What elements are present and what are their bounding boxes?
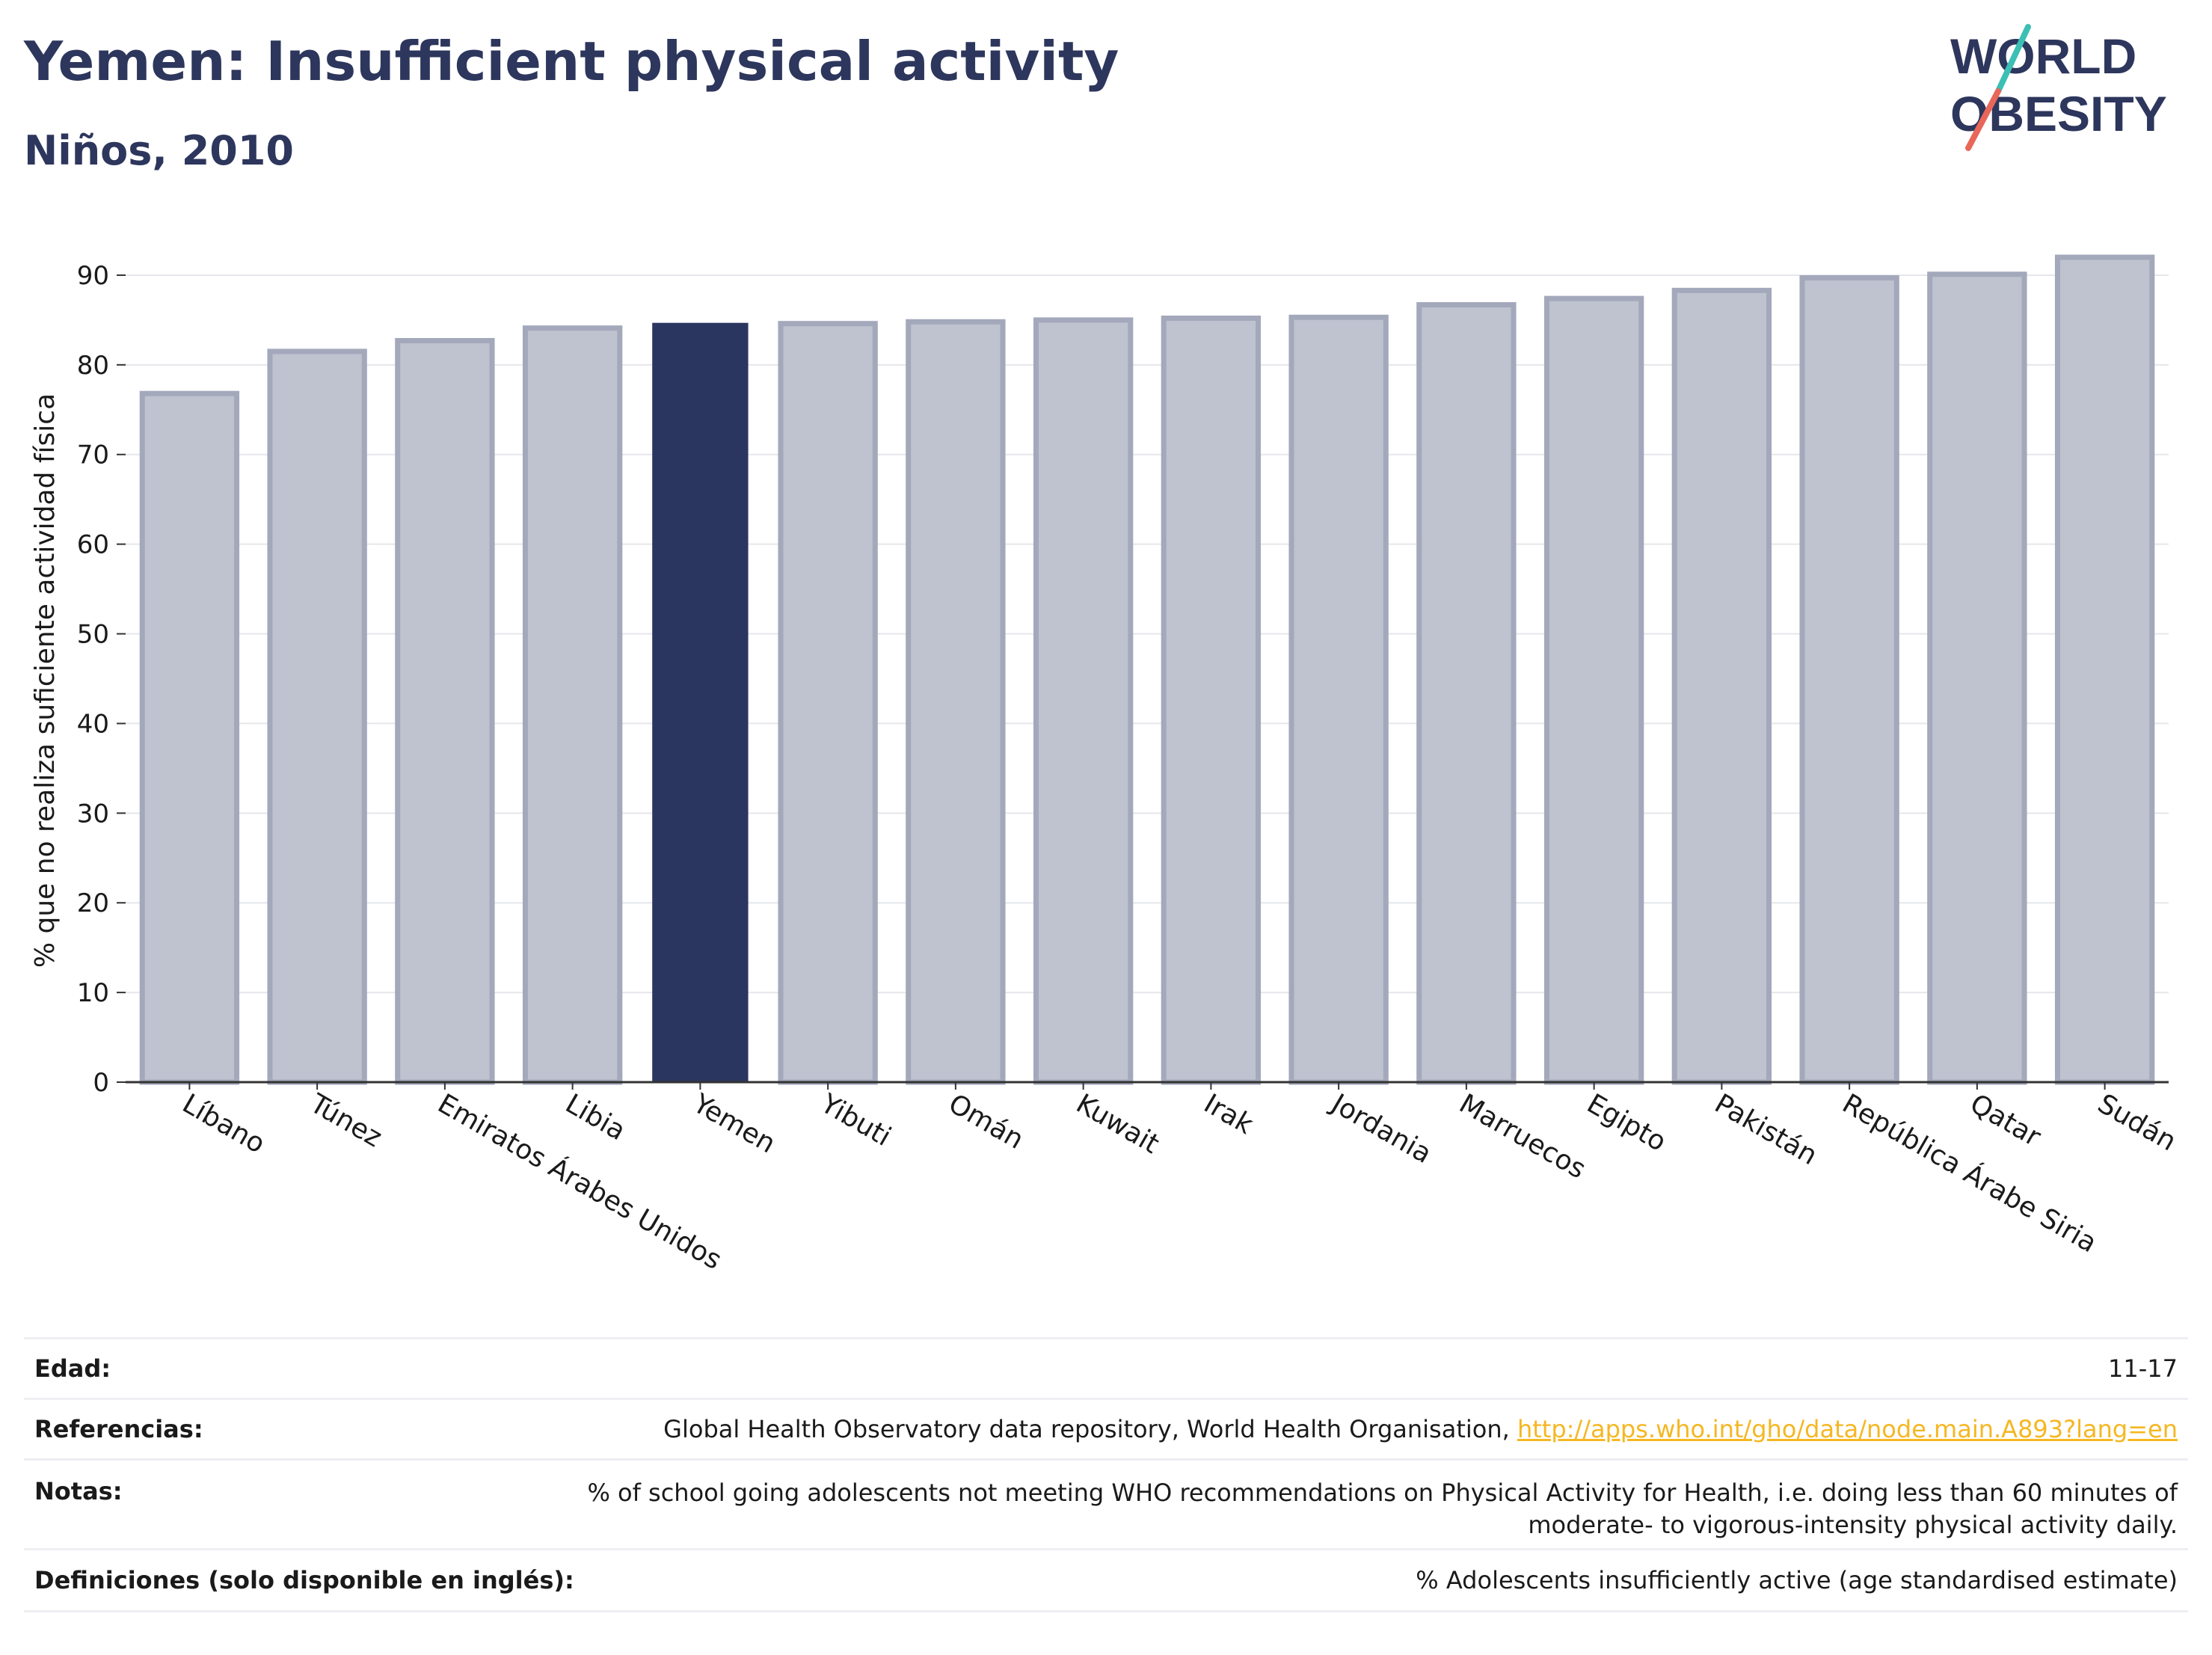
x-tick-label: Sudán <box>2092 1088 2181 1157</box>
metadata-table: Edad: 11-17 Referencias: Global Health O… <box>24 1337 2188 1612</box>
y-axis-label: % que no realiza suficiente actividad fí… <box>30 393 61 968</box>
y-tick-label: 20 <box>77 888 109 918</box>
bar-libia <box>522 325 623 1085</box>
bar-república-árabe-siria <box>1799 275 1899 1085</box>
page-subtitle: Niños, 2010 <box>24 127 294 174</box>
bar-yemen <box>652 322 749 1083</box>
x-tick-label: Kuwait <box>1071 1088 1164 1160</box>
bar-qatar <box>1927 271 2027 1085</box>
meta-row-notes: Notas: % of school going adolescents not… <box>24 1458 2188 1548</box>
meta-row-definitions: Definiciones (solo disponible en inglés)… <box>24 1548 2188 1612</box>
logo-slash-teal <box>1995 24 2031 94</box>
y-tick-label: 10 <box>77 978 109 1008</box>
references-text: Global Health Observatory data repositor… <box>663 1414 1517 1443</box>
logo-line1: WORLD <box>1950 28 2136 84</box>
meta-label-references: Referencias: <box>34 1415 203 1443</box>
references-link[interactable]: http://apps.who.int/gho/data/node.main.A… <box>1517 1414 2178 1443</box>
y-tick-label: 50 <box>77 620 109 650</box>
bar-jordania <box>1288 314 1389 1085</box>
x-tick-label: Libia <box>560 1088 630 1146</box>
x-tick-label: Yibuti <box>815 1088 896 1152</box>
bar-sudán <box>2054 254 2155 1085</box>
meta-row-references: Referencias: Global Health Observatory d… <box>24 1398 2188 1458</box>
y-tick-label: 60 <box>77 530 109 560</box>
world-obesity-logo: WORLD OBESITY <box>1950 24 2167 151</box>
y-tick-label: 90 <box>77 261 109 291</box>
bar-líbano <box>139 390 240 1085</box>
x-tick-label: Líbano <box>177 1088 270 1159</box>
y-tick-labels: 0 10 20 30 40 50 60 70 80 90 <box>77 261 126 1098</box>
y-tick-label: 40 <box>77 709 109 739</box>
y-tick-label: 0 <box>93 1068 109 1098</box>
x-tick-label: Jordania <box>1325 1087 1437 1170</box>
bar-marruecos <box>1416 302 1517 1085</box>
meta-value-references: Global Health Observatory data repositor… <box>663 1413 2188 1446</box>
y-tick-label: 80 <box>77 351 109 381</box>
bar-kuwait <box>1033 317 1134 1085</box>
meta-value-notes: % of school going adolescents not meetin… <box>587 1479 2178 1539</box>
logo-slash-red <box>1965 88 2001 151</box>
x-tick-label: Túnez <box>304 1088 387 1154</box>
meta-label-notes: Notas: <box>34 1477 123 1505</box>
y-tick-label: 30 <box>77 799 109 829</box>
bar-omán <box>906 319 1006 1085</box>
x-tick-label: Marruecos <box>1454 1088 1591 1185</box>
meta-row-age: Edad: 11-17 <box>24 1337 2188 1398</box>
meta-label-definitions: Definiciones (solo disponible en inglés)… <box>34 1566 574 1594</box>
page-title: Yemen: Insufficient physical activity <box>24 30 1119 93</box>
logo-line2: OBESITY <box>1950 86 2167 141</box>
bar-irak <box>1161 316 1262 1085</box>
meta-label-age: Edad: <box>34 1354 111 1383</box>
meta-value-definitions: % Adolescents insufficiently active (age… <box>1416 1565 2178 1594</box>
meta-value-age: 11-17 <box>2108 1354 2178 1383</box>
x-tick-label: Yemen <box>687 1088 781 1160</box>
x-tick-label: Irak <box>1199 1088 1259 1140</box>
x-tick-label: Egipto <box>1582 1088 1671 1158</box>
x-tick-label: Qatar <box>1964 1088 2045 1152</box>
bar-túnez <box>267 348 367 1085</box>
bar-egipto <box>1543 295 1644 1085</box>
bars <box>139 254 2155 1085</box>
bar-pakistán <box>1671 287 1772 1085</box>
x-tick-label: Omán <box>943 1088 1028 1155</box>
bar-emiratos-árabes-unidos <box>395 337 495 1085</box>
x-tick-label: Pakistán <box>1709 1088 1822 1171</box>
y-tick-label: 70 <box>77 440 109 470</box>
bar-yibuti <box>778 321 878 1085</box>
